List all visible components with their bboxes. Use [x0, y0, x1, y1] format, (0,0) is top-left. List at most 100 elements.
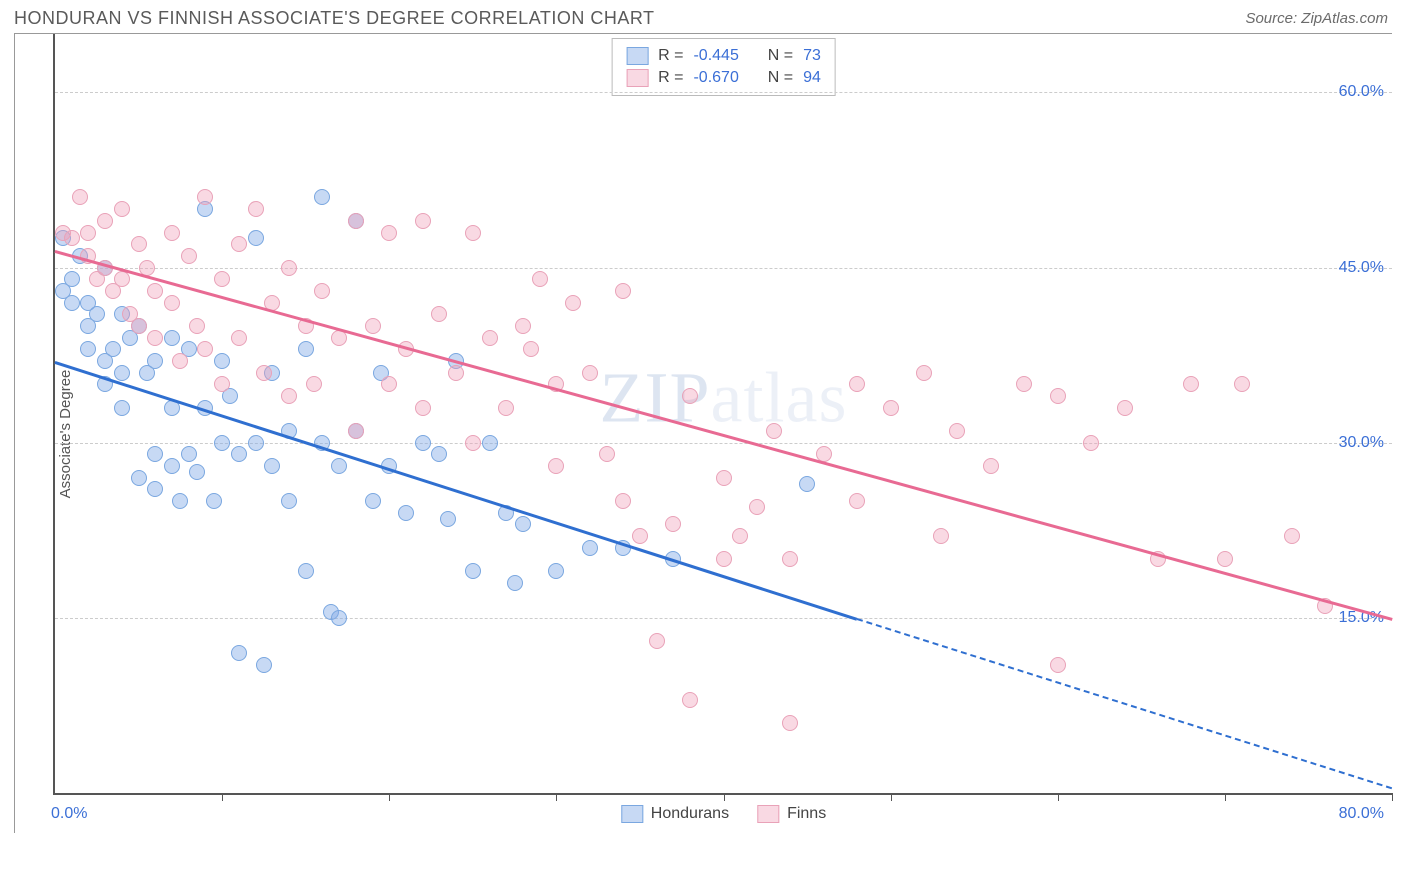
scatter-point — [256, 657, 272, 673]
x-tick — [1392, 793, 1393, 801]
legend-r-value: -0.670 — [693, 69, 738, 87]
scatter-point — [256, 365, 272, 381]
scatter-point — [365, 493, 381, 509]
scatter-point — [440, 511, 456, 527]
scatter-point — [214, 353, 230, 369]
scatter-point — [248, 435, 264, 451]
scatter-point — [147, 353, 163, 369]
scatter-point — [782, 551, 798, 567]
scatter-point — [365, 318, 381, 334]
watermark: ZIPatlas — [600, 357, 848, 440]
scatter-point — [197, 341, 213, 357]
scatter-point — [214, 376, 230, 392]
scatter-point — [114, 271, 130, 287]
source-attribution: Source: ZipAtlas.com — [1245, 10, 1388, 27]
y-tick-label: 30.0% — [1339, 434, 1384, 452]
scatter-point — [72, 189, 88, 205]
legend-series-label: Hondurans — [651, 805, 729, 823]
legend-n-label: N = — [768, 47, 793, 65]
scatter-point — [849, 493, 865, 509]
scatter-point — [197, 189, 213, 205]
scatter-point — [314, 283, 330, 299]
scatter-point — [147, 446, 163, 462]
scatter-point — [80, 225, 96, 241]
legend-n-value: 73 — [803, 47, 821, 65]
legend-series-item: Finns — [757, 805, 826, 823]
legend-correlation: R =-0.445 N =73R =-0.670 N =94 — [611, 38, 836, 96]
x-tick — [891, 793, 892, 801]
legend-swatch — [621, 805, 643, 823]
scatter-point — [97, 213, 113, 229]
x-axis-min-label: 0.0% — [51, 805, 87, 823]
scatter-point — [431, 446, 447, 462]
scatter-point — [766, 423, 782, 439]
x-tick — [1058, 793, 1059, 801]
scatter-point — [431, 306, 447, 322]
scatter-point — [1183, 376, 1199, 392]
x-tick — [1225, 793, 1226, 801]
scatter-point — [189, 318, 205, 334]
chart-container: Associate's Degree ZIPatlas R =-0.445 N … — [14, 33, 1392, 833]
scatter-point — [64, 271, 80, 287]
trend-line — [857, 618, 1392, 789]
y-tick-label: 60.0% — [1339, 83, 1384, 101]
scatter-point — [507, 575, 523, 591]
scatter-point — [1050, 388, 1066, 404]
legend-series-label: Finns — [787, 805, 826, 823]
scatter-point — [114, 201, 130, 217]
scatter-point — [465, 435, 481, 451]
scatter-point — [465, 563, 481, 579]
scatter-point — [883, 400, 899, 416]
scatter-point — [164, 330, 180, 346]
legend-correlation-row: R =-0.670 N =94 — [626, 67, 821, 89]
scatter-point — [181, 446, 197, 462]
scatter-point — [331, 458, 347, 474]
scatter-point — [415, 400, 431, 416]
legend-swatch — [757, 805, 779, 823]
scatter-point — [131, 470, 147, 486]
scatter-point — [114, 365, 130, 381]
x-axis-max-label: 80.0% — [1339, 805, 1384, 823]
scatter-point — [105, 341, 121, 357]
scatter-point — [172, 493, 188, 509]
scatter-point — [164, 458, 180, 474]
scatter-point — [682, 692, 698, 708]
scatter-point — [147, 481, 163, 497]
scatter-point — [582, 365, 598, 381]
scatter-point — [983, 458, 999, 474]
x-tick — [556, 793, 557, 801]
legend-n-label: N = — [768, 69, 793, 87]
scatter-point — [415, 213, 431, 229]
scatter-point — [799, 476, 815, 492]
gridline — [55, 268, 1392, 269]
x-tick — [724, 793, 725, 801]
legend-r-value: -0.445 — [693, 47, 738, 65]
scatter-point — [1217, 551, 1233, 567]
scatter-point — [131, 236, 147, 252]
scatter-point — [632, 528, 648, 544]
scatter-point — [1117, 400, 1133, 416]
scatter-point — [482, 435, 498, 451]
scatter-point — [582, 540, 598, 556]
scatter-point — [916, 365, 932, 381]
legend-swatch — [626, 47, 648, 65]
scatter-point — [189, 464, 205, 480]
scatter-point — [248, 201, 264, 217]
scatter-point — [732, 528, 748, 544]
scatter-point — [147, 330, 163, 346]
scatter-point — [206, 493, 222, 509]
scatter-point — [1050, 657, 1066, 673]
scatter-point — [381, 225, 397, 241]
scatter-point — [131, 318, 147, 334]
scatter-point — [482, 330, 498, 346]
scatter-point — [164, 295, 180, 311]
scatter-point — [314, 189, 330, 205]
chart-title: HONDURAN VS FINNISH ASSOCIATE'S DEGREE C… — [14, 8, 655, 29]
scatter-point — [80, 341, 96, 357]
scatter-point — [306, 376, 322, 392]
scatter-point — [448, 365, 464, 381]
gridline — [55, 618, 1392, 619]
scatter-point — [147, 283, 163, 299]
scatter-point — [214, 271, 230, 287]
legend-r-label: R = — [658, 69, 683, 87]
